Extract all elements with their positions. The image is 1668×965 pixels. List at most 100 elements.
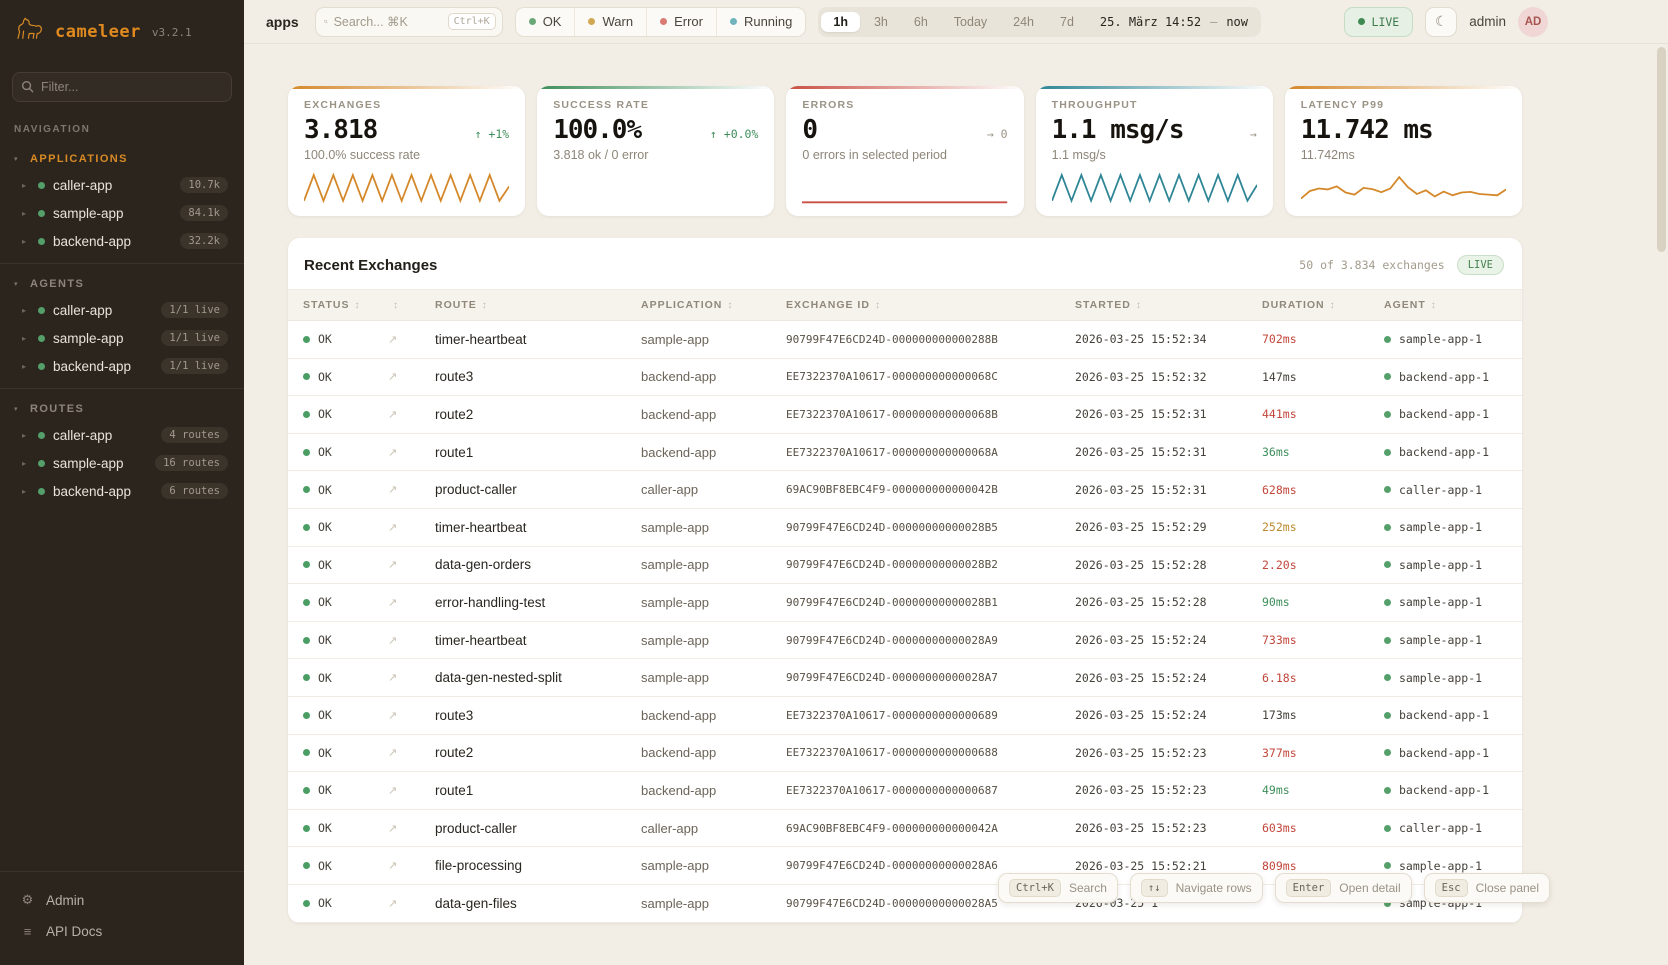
- table-row[interactable]: OK ↗ route2 backend-app EE7322370A10617-…: [288, 735, 1522, 773]
- sidebar-nav-item[interactable]: ▸ sample-app 16 routes: [10, 449, 234, 477]
- column-header[interactable]: STARTED ↕: [1075, 299, 1262, 311]
- kpi-accent-bar: [1285, 86, 1522, 89]
- open-trace-icon[interactable]: ↗: [388, 859, 435, 872]
- table-row[interactable]: OK ↗ product-caller caller-app 69AC90BF8…: [288, 471, 1522, 509]
- open-trace-icon[interactable]: ↗: [388, 333, 435, 346]
- status-label: OK: [318, 896, 332, 910]
- table-row[interactable]: OK ↗ route3 backend-app EE7322370A10617-…: [288, 359, 1522, 397]
- sidebar-item-admin[interactable]: ⚙ Admin: [14, 884, 230, 916]
- open-trace-icon[interactable]: ↗: [388, 370, 435, 383]
- table-row[interactable]: OK ↗ timer-heartbeat sample-app 90799F47…: [288, 509, 1522, 547]
- route-cell: product-caller: [435, 821, 641, 836]
- live-toggle-button[interactable]: LIVE: [1344, 7, 1414, 37]
- time-range-button[interactable]: 3h: [862, 12, 900, 32]
- sidebar-nav-item[interactable]: ▸ sample-app 84.1k: [10, 199, 234, 227]
- duration-cell: 377ms: [1262, 746, 1384, 760]
- open-trace-icon[interactable]: ↗: [388, 483, 435, 496]
- agent-dot-icon: [1384, 825, 1391, 832]
- sidebar-section-header[interactable]: ▾ ROUTES: [10, 399, 234, 421]
- status-filter-chip[interactable]: Running: [717, 8, 805, 36]
- column-header[interactable]: ROUTE ↕: [435, 299, 641, 311]
- table-row[interactable]: OK ↗ data-gen-orders sample-app 90799F47…: [288, 547, 1522, 585]
- sort-icon: ↕: [727, 300, 733, 311]
- open-trace-icon[interactable]: ↗: [388, 746, 435, 759]
- agent-label: backend-app-1: [1399, 708, 1489, 722]
- page-scrollbar[interactable]: [1657, 47, 1666, 957]
- column-header[interactable]: ↕: [388, 300, 435, 311]
- agent-cell: backend-app-1: [1384, 746, 1522, 760]
- status-filter-chip[interactable]: OK: [516, 8, 576, 36]
- column-header[interactable]: EXCHANGE ID ↕: [786, 299, 1075, 311]
- kpi-subtitle: 1.1 msg/s: [1052, 148, 1257, 162]
- table-row[interactable]: OK ↗ route1 backend-app EE7322370A10617-…: [288, 772, 1522, 810]
- table-row[interactable]: OK ↗ route2 backend-app EE7322370A10617-…: [288, 396, 1522, 434]
- time-range-button[interactable]: 7d: [1048, 12, 1086, 32]
- table-row[interactable]: OK ↗ product-caller caller-app 69AC90BF8…: [288, 810, 1522, 848]
- status-dot-icon: [303, 787, 310, 794]
- open-trace-icon[interactable]: ↗: [388, 408, 435, 421]
- exchange-id-cell: EE7322370A10617-000000000000068C: [786, 370, 1075, 383]
- sidebar-section-header[interactable]: ▾ AGENTS: [10, 274, 234, 296]
- sidebar-section-header[interactable]: ▾ APPLICATIONS: [10, 149, 234, 171]
- sidebar-item-api-docs[interactable]: ≡ API Docs: [14, 916, 230, 947]
- time-range-button[interactable]: 1h: [821, 12, 860, 32]
- open-trace-icon[interactable]: ↗: [388, 521, 435, 534]
- started-cell: 2026-03-25 15:52:24: [1075, 633, 1262, 647]
- open-trace-icon[interactable]: ↗: [388, 558, 435, 571]
- nav-item-label: sample-app: [53, 206, 172, 221]
- exchange-id-cell: EE7322370A10617-0000000000000688: [786, 746, 1075, 759]
- column-header[interactable]: AGENT ↕: [1384, 299, 1522, 311]
- duration-cell: 173ms: [1262, 708, 1384, 722]
- status-dot-icon: [38, 182, 45, 189]
- topbar: apps Ctrl+K OK Warn Error Running 25. Mä…: [244, 0, 1668, 44]
- open-trace-icon[interactable]: ↗: [388, 671, 435, 684]
- nav-item-badge: 1/1 live: [161, 330, 228, 346]
- sidebar-filter-input[interactable]: [12, 72, 232, 102]
- column-header[interactable]: DURATION ↕: [1262, 299, 1384, 311]
- status-filter-chip[interactable]: Warn: [575, 8, 647, 36]
- sidebar-nav-item[interactable]: ▸ backend-app 1/1 live: [10, 352, 234, 380]
- search-input[interactable]: [334, 15, 442, 29]
- status-cell: OK: [303, 633, 388, 647]
- status-filter-chip[interactable]: Error: [647, 8, 717, 36]
- table-row[interactable]: OK ↗ timer-heartbeat sample-app 90799F47…: [288, 622, 1522, 660]
- theme-toggle-button[interactable]: ☾: [1425, 7, 1457, 37]
- live-label: LIVE: [1372, 15, 1400, 29]
- open-trace-icon[interactable]: ↗: [388, 634, 435, 647]
- started-cell: 2026-03-25 15:52:28: [1075, 595, 1262, 609]
- open-trace-icon[interactable]: ↗: [388, 822, 435, 835]
- table-row[interactable]: OK ↗ route3 backend-app EE7322370A10617-…: [288, 697, 1522, 735]
- avatar[interactable]: AD: [1518, 7, 1548, 37]
- open-trace-icon[interactable]: ↗: [388, 596, 435, 609]
- nav-item-badge: 1/1 live: [161, 358, 228, 374]
- kpi-trend: ↑ +0.0%: [710, 127, 758, 141]
- table-row[interactable]: OK ↗ error-handling-test sample-app 9079…: [288, 584, 1522, 622]
- sidebar-nav-item[interactable]: ▸ sample-app 1/1 live: [10, 324, 234, 352]
- hint-label: Close panel: [1476, 881, 1539, 895]
- scrollbar-thumb[interactable]: [1657, 47, 1666, 252]
- time-range-button[interactable]: 6h: [902, 12, 940, 32]
- open-trace-icon[interactable]: ↗: [388, 897, 435, 910]
- sidebar-nav-item[interactable]: ▸ caller-app 1/1 live: [10, 296, 234, 324]
- kpi-sparkline: [553, 169, 758, 205]
- time-range-button[interactable]: 24h: [1001, 12, 1046, 32]
- sidebar-nav-item[interactable]: ▸ caller-app 10.7k: [10, 171, 234, 199]
- column-header-label: AGENT: [1384, 299, 1426, 311]
- table-row[interactable]: OK ↗ route1 backend-app EE7322370A10617-…: [288, 434, 1522, 472]
- global-search[interactable]: Ctrl+K: [315, 7, 503, 37]
- sidebar-nav-item[interactable]: ▸ backend-app 32.2k: [10, 227, 234, 255]
- table-row[interactable]: OK ↗ data-gen-nested-split sample-app 90…: [288, 659, 1522, 697]
- sidebar-nav-item[interactable]: ▸ backend-app 6 routes: [10, 477, 234, 505]
- sidebar-section-label: ROUTES: [30, 403, 84, 415]
- column-header[interactable]: APPLICATION ↕: [641, 299, 786, 311]
- agent-label: sample-app-1: [1399, 520, 1482, 534]
- open-trace-icon[interactable]: ↗: [388, 784, 435, 797]
- open-trace-icon[interactable]: ↗: [388, 446, 435, 459]
- column-header[interactable]: STATUS ↕: [303, 299, 388, 311]
- table-row[interactable]: OK ↗ timer-heartbeat sample-app 90799F47…: [288, 321, 1522, 359]
- duration-cell: 90ms: [1262, 595, 1384, 609]
- time-range-button[interactable]: Today: [942, 12, 999, 32]
- navigation-caption: NAVIGATION: [0, 108, 244, 139]
- open-trace-icon[interactable]: ↗: [388, 709, 435, 722]
- sidebar-nav-item[interactable]: ▸ caller-app 4 routes: [10, 421, 234, 449]
